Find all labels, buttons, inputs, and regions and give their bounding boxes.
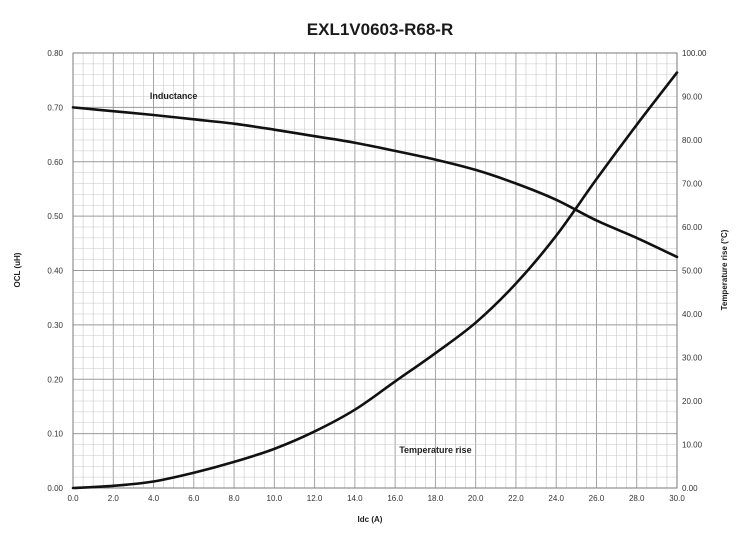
x-tick-label: 22.0 [508, 494, 524, 503]
chart-title: EXL1V0603-R68-R [307, 20, 453, 39]
y-axis-label: OCL (uH) [13, 252, 22, 287]
y2-tick-label: 50.00 [682, 267, 703, 276]
plot-area [72, 52, 678, 489]
x-tick-label: 4.0 [148, 494, 160, 503]
x-tick-label: 30.0 [669, 494, 685, 503]
y2-tick-label: 40.00 [682, 310, 703, 319]
x-tick-label: 14.0 [347, 494, 363, 503]
annotation-label: Inductance [150, 91, 198, 101]
x-tick-label: 18.0 [428, 494, 444, 503]
y-tick-label: 0.70 [47, 103, 63, 112]
y2-tick-label: 10.00 [682, 441, 703, 450]
x-tick-label: 20.0 [468, 494, 484, 503]
x-tick-label: 6.0 [188, 494, 200, 503]
x-tick-label: 2.0 [108, 494, 120, 503]
x-axis-ticks: 0.0 2.0 4.0 6.0 8.0 10.0 12.0 14.0 16.0 18.0 20.0 2… [67, 494, 685, 503]
y2-tick-label: 100.00 [682, 49, 707, 58]
annotations: Inductance Temperature rise [150, 91, 472, 455]
y-tick-label: 0.20 [47, 375, 63, 384]
y2-axis-ticks: 0.00 10.00 20.00 30.00 40.00 50.00 60.00 70.00 8… [682, 49, 707, 493]
y-tick-label: 0.40 [47, 267, 63, 276]
y2-axis-label: Temperature rise (°C) [720, 229, 729, 310]
series-line-temperature-rise [71, 71, 679, 490]
x-tick-label: 10.0 [267, 494, 283, 503]
x-tick-label: 0.0 [67, 494, 79, 503]
y2-tick-label: 60.00 [682, 223, 703, 232]
y2-tick-label: 20.00 [682, 397, 703, 406]
x-tick-label: 24.0 [548, 494, 564, 503]
y2-tick-label: 0.00 [682, 484, 698, 493]
x-tick-label: 8.0 [229, 494, 241, 503]
grid [72, 52, 678, 489]
y-axis-ticks: 0.00 0.10 0.20 0.30 0.40 0.50 0.60 0.70 0.80 [47, 49, 63, 493]
y2-tick-label: 80.00 [682, 136, 703, 145]
y-tick-label: 0.80 [47, 49, 63, 58]
y-tick-label: 0.10 [47, 430, 63, 439]
annotation-label: Temperature rise [399, 445, 471, 455]
y-tick-label: 0.60 [47, 158, 63, 167]
x-axis-label: Idc (A) [358, 515, 383, 524]
x-tick-label: 26.0 [589, 494, 605, 503]
x-tick-label: 28.0 [629, 494, 645, 503]
y-tick-label: 0.00 [47, 484, 63, 493]
y-tick-label: 0.50 [47, 212, 63, 221]
y2-tick-label: 30.00 [682, 354, 703, 363]
series-group [71, 71, 679, 490]
x-tick-label: 12.0 [307, 494, 323, 503]
y2-tick-label: 70.00 [682, 180, 703, 189]
y2-tick-label: 90.00 [682, 93, 703, 102]
y-tick-label: 0.30 [47, 321, 63, 330]
x-tick-label: 16.0 [387, 494, 403, 503]
